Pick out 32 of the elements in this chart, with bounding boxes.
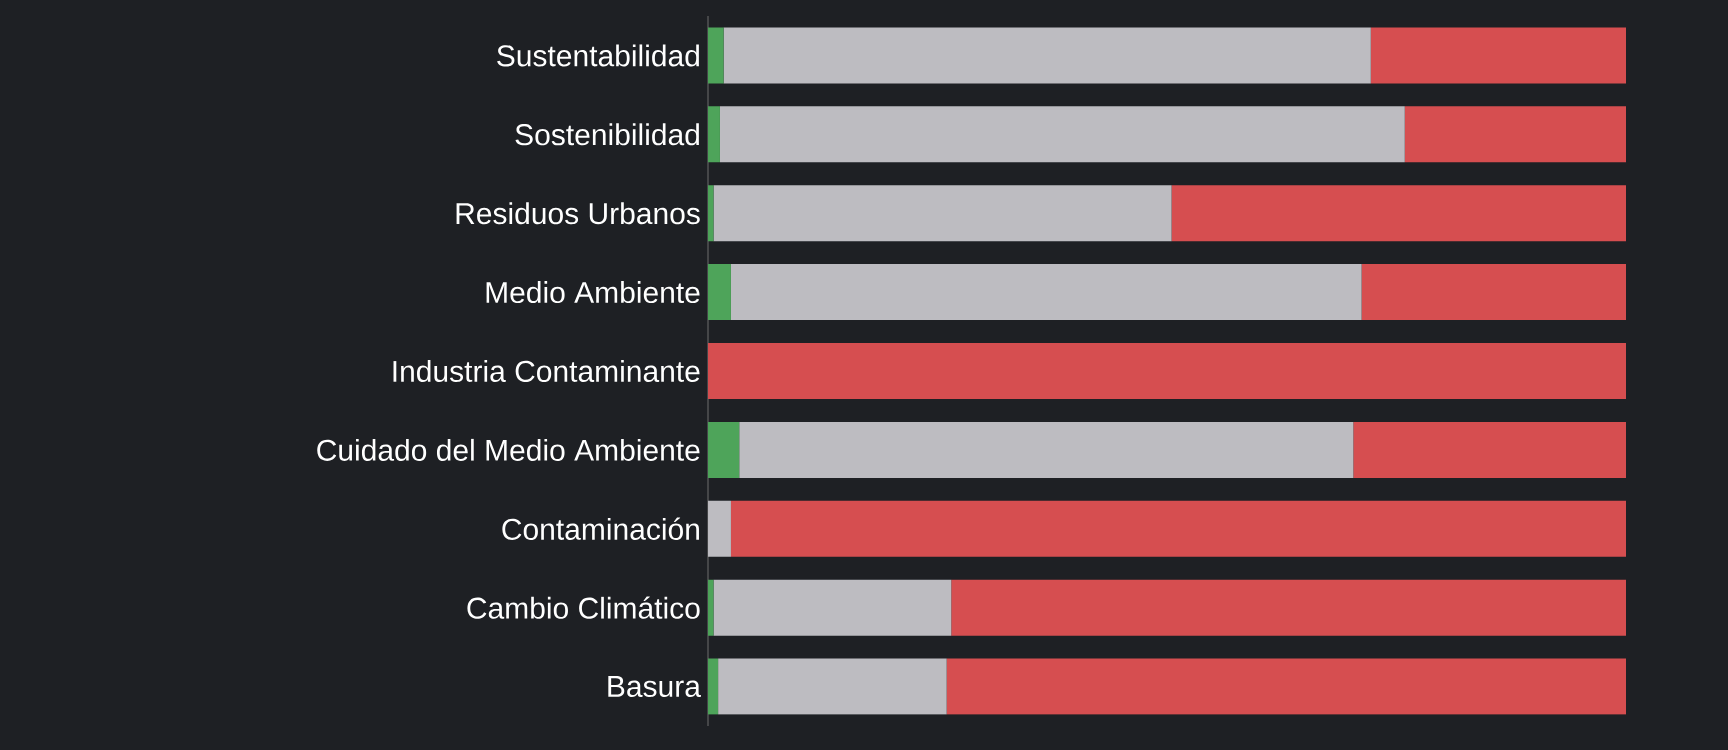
y-tick-label: Residuos Urbanos	[456, 202, 700, 225]
bar	[708, 500, 731, 557]
y-tick-label: Basura	[608, 676, 701, 698]
y-tick-label: Sustentabilidad	[497, 44, 699, 67]
bar	[718, 658, 947, 715]
bar	[946, 658, 1627, 715]
y-tick-label: Industria Contaminante	[393, 359, 700, 383]
y-tick-label: Medio Ambiente	[486, 281, 700, 304]
bar	[1171, 185, 1627, 242]
bar	[713, 579, 952, 636]
y-tick-label: Contaminación	[502, 517, 699, 540]
bar	[723, 27, 1371, 84]
bar	[739, 421, 1354, 478]
bar	[730, 500, 1627, 557]
y-tick-label: Cuidado del Medio Ambiente	[317, 438, 700, 461]
bar	[951, 579, 1627, 636]
bar	[708, 185, 714, 242]
bar	[708, 343, 1627, 400]
bar	[713, 185, 1172, 242]
bar	[708, 27, 724, 84]
bar	[708, 421, 740, 478]
bar	[708, 579, 714, 636]
y-tick-label: Cambio Climático	[467, 596, 700, 619]
bar	[708, 106, 720, 163]
bar	[1361, 264, 1627, 321]
y-tick-label: Sostenibilidad	[515, 123, 699, 146]
bar	[1353, 421, 1627, 478]
bar	[1370, 27, 1627, 84]
bar	[730, 264, 1362, 321]
bar	[708, 264, 731, 321]
bar	[1404, 106, 1627, 163]
bar	[719, 106, 1405, 163]
